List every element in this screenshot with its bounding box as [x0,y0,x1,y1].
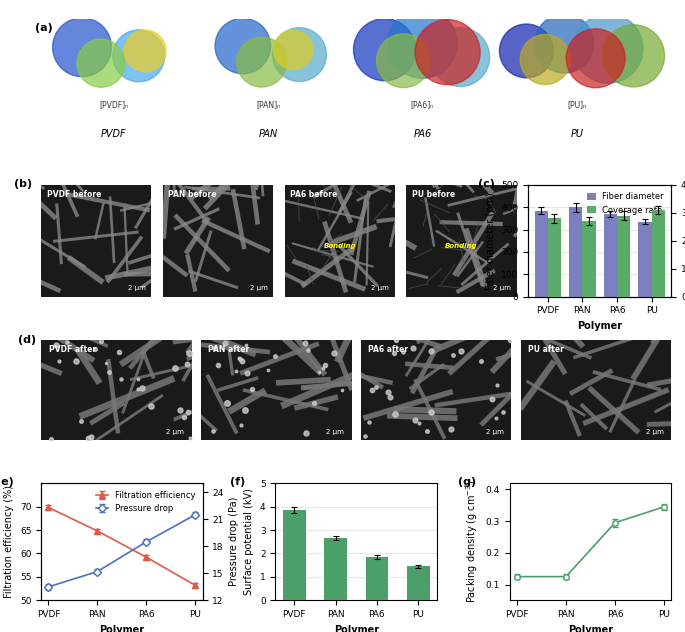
Bar [366,557,388,600]
Text: [PAN]ₙ: [PAN]ₙ [256,100,280,109]
Bar [283,510,306,600]
Text: PU before: PU before [412,190,455,200]
Text: PVDF before: PVDF before [47,190,101,200]
Point [540,54,551,64]
X-axis label: Polymer: Polymer [568,624,613,632]
Bar [638,222,651,296]
Text: 2 μm: 2 μm [486,429,504,435]
Text: PAN: PAN [258,130,277,140]
X-axis label: Polymer: Polymer [577,321,622,331]
Bar [548,219,561,296]
Bar [569,207,582,296]
Text: 2 μm: 2 μm [646,429,664,435]
Point [294,49,305,59]
Bar [535,210,548,296]
X-axis label: Polymer: Polymer [99,624,145,632]
Point [603,44,614,54]
Y-axis label: Pressure drop (Pa): Pressure drop (Pa) [229,497,240,586]
Point [134,51,145,61]
X-axis label: Polymer: Polymer [334,624,379,632]
Point [77,42,88,52]
Text: PA6 after: PA6 after [369,344,408,353]
Y-axis label: Fiber diameter (nm): Fiber diameter (nm) [486,192,496,289]
Point [442,47,453,58]
Text: [PVDF]ₙ: [PVDF]ₙ [99,100,128,109]
Point [256,57,267,67]
Text: (g): (g) [458,477,476,487]
Bar [604,214,617,296]
Text: [PU]ₙ: [PU]ₙ [567,100,586,109]
Text: [PA6]ₙ: [PA6]ₙ [411,100,434,109]
Legend: Filtration efficiency, Pressure drop: Filtration efficiency, Pressure drop [92,487,199,516]
Point [559,39,570,49]
Text: PU: PU [571,130,583,140]
Point [379,45,390,55]
Text: (b): (b) [14,179,32,189]
Text: 2 μm: 2 μm [166,429,184,435]
Text: PAN before: PAN before [169,190,217,200]
Point [455,52,466,62]
Bar [324,538,347,600]
Text: 2 μm: 2 μm [326,429,344,435]
Point [590,53,601,63]
Point [288,45,299,55]
Y-axis label: Packing density (g cm$^{-3}$): Packing density (g cm$^{-3}$) [464,480,480,604]
Text: (d): (d) [18,334,36,344]
Text: PAN after: PAN after [208,344,250,353]
Text: PA6: PA6 [413,130,432,140]
Text: PVDF after: PVDF after [49,344,96,353]
Point [237,41,248,51]
Text: (e): (e) [0,477,14,487]
Text: PA6 before: PA6 before [290,190,338,200]
Point [417,39,428,49]
Point [521,46,532,56]
Text: 2 μm: 2 μm [371,285,389,291]
Text: Bonding: Bonding [323,243,356,249]
Text: PU after: PU after [528,344,564,353]
Text: (a): (a) [35,23,53,33]
Y-axis label: Filtration efficiency (%): Filtration efficiency (%) [4,485,14,599]
Bar [617,216,630,296]
Text: Bonding: Bonding [445,243,477,249]
Y-axis label: Surface potential (kV): Surface potential (kV) [245,489,254,595]
Point [398,56,409,66]
Point [95,58,106,68]
Text: (c): (c) [478,179,495,189]
Legend: Fiber diameter, Coverage rate: Fiber diameter, Coverage rate [584,189,667,218]
Text: 2 μm: 2 μm [128,285,146,291]
Text: PVDF: PVDF [101,130,127,140]
Text: 2 μm: 2 μm [249,285,267,291]
Bar [651,210,665,296]
Text: (f): (f) [230,477,245,487]
Text: 2 μm: 2 μm [493,285,511,291]
Point [628,51,639,61]
Bar [582,221,595,296]
Bar [407,566,429,600]
Point [140,46,151,56]
